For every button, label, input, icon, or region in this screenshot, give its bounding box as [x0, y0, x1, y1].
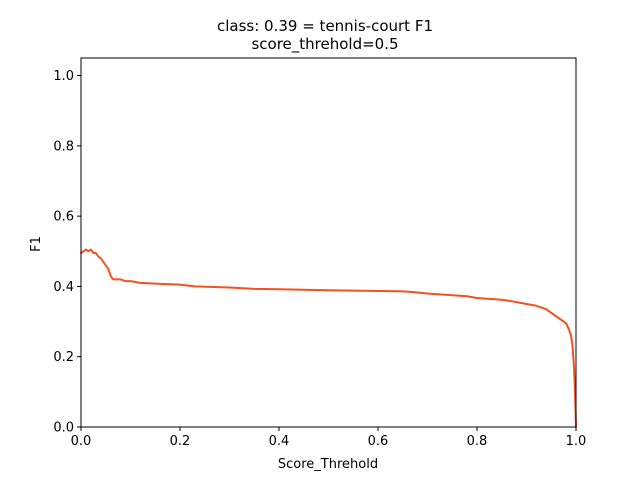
x-tick-label: 0.0: [71, 434, 92, 449]
x-tick-label: 0.4: [269, 434, 290, 449]
y-tick-label: 0.8: [53, 139, 74, 154]
y-tick-label: 1.0: [53, 69, 74, 84]
chart-title-group: class: 0.39 = tennis-court F1 score_thre…: [217, 17, 433, 54]
plot-frame: [80, 57, 577, 428]
y-tick-label: 0.0: [53, 421, 74, 436]
y-tick-label: 0.2: [53, 350, 74, 365]
x-tick-label: 0.6: [368, 434, 389, 449]
x-tick-label: 1.0: [566, 434, 587, 449]
plot-area: 0.0 0.2 0.4 0.6 0.8 1.0 0.0 0.2 0.4 0.6 0.8 1.0: [53, 57, 587, 449]
y-tick-label: 0.6: [53, 210, 74, 225]
series-line-0: [80, 248, 577, 428]
chart-subtitle: score_threhold=0.5: [251, 35, 398, 54]
y-axis-label: F1: [29, 236, 44, 252]
x-tick-label: 0.2: [170, 434, 191, 449]
x-axis-label: Score_Threhold: [278, 457, 378, 472]
x-tick-label: 0.8: [467, 434, 488, 449]
y-tick-label: 0.4: [53, 280, 74, 295]
chart-title: class: 0.39 = tennis-court F1: [217, 17, 433, 35]
